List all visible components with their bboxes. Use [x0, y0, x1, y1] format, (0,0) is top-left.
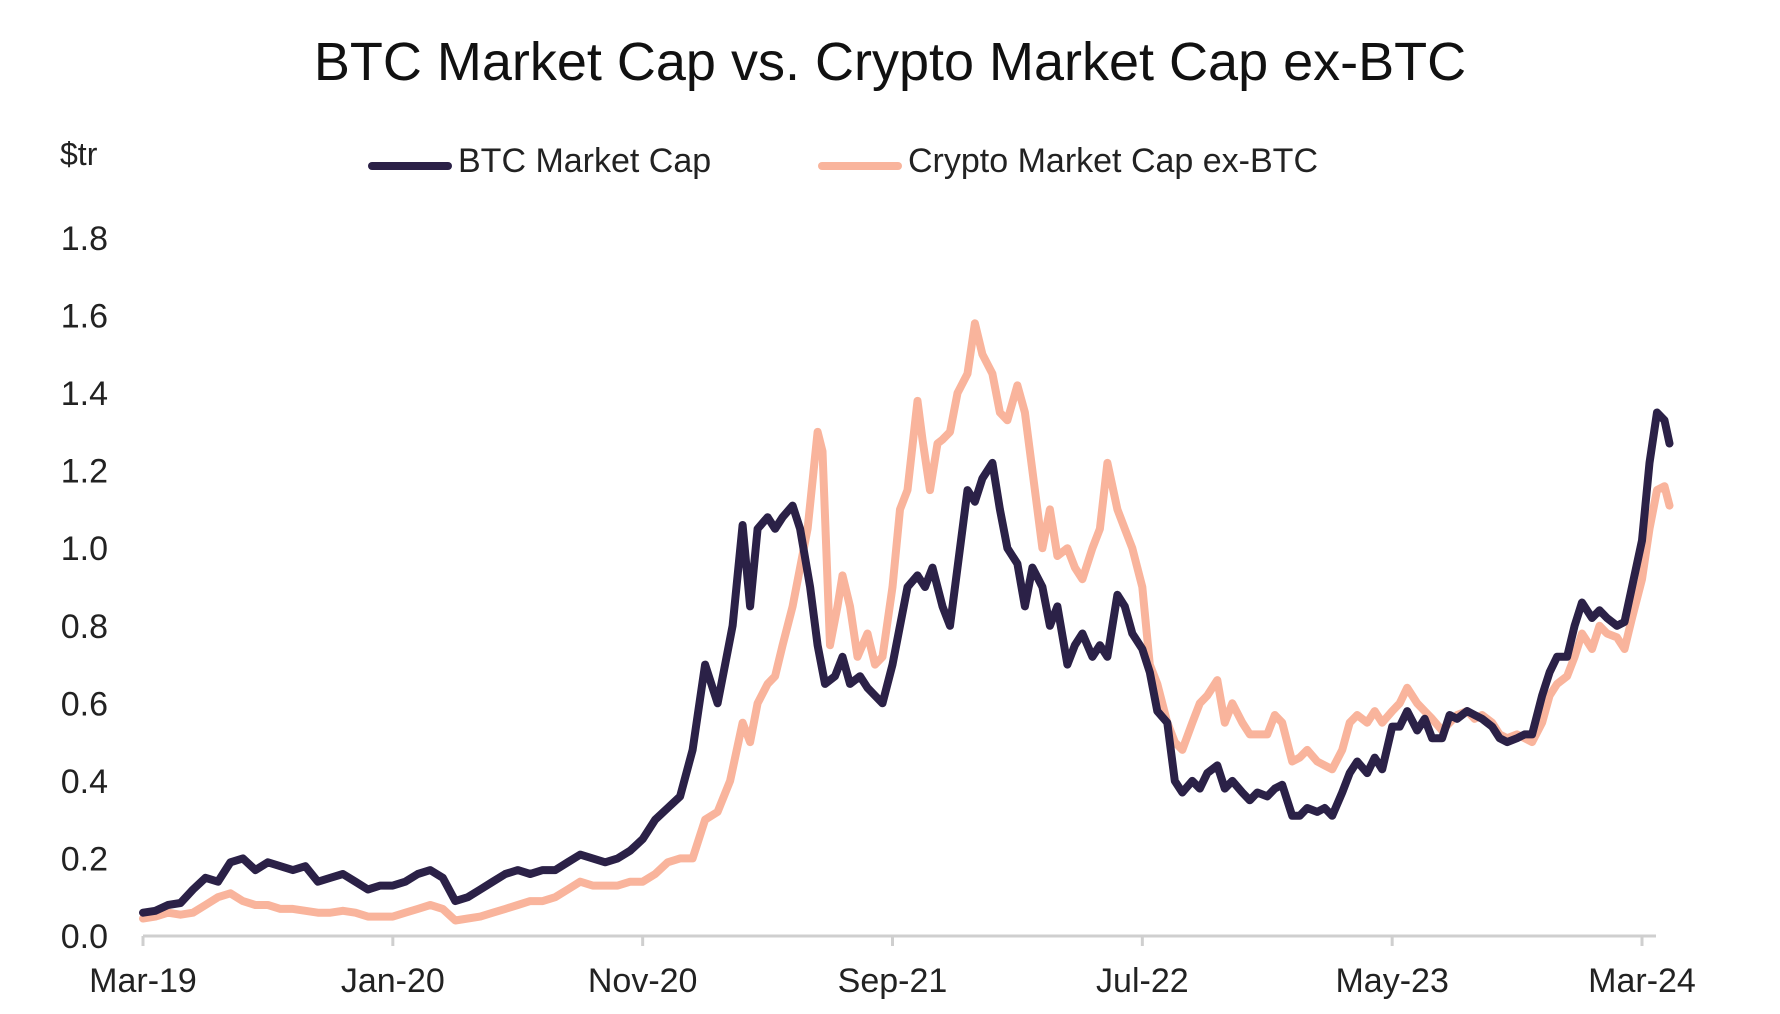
series-line-btc-market-cap: [139, 408, 1674, 917]
chart-title: BTC Market Cap vs. Crypto Market Cap ex-…: [314, 32, 1466, 92]
x-tick-label: Mar-24: [1588, 962, 1696, 1000]
y-tick-label: 0.0: [61, 918, 108, 956]
series-layer: [139, 319, 1674, 925]
x-tick-label: May-23: [1335, 962, 1448, 1000]
legend: BTC Market Cap Crypto Market Cap ex-BTC: [368, 142, 1318, 180]
y-tick-label: 0.6: [61, 685, 108, 723]
legend-label-crypto-ex-btc: Crypto Market Cap ex-BTC: [908, 142, 1318, 180]
y-axis-unit-label: $tr: [60, 136, 98, 172]
y-tick-label: 1.4: [61, 375, 108, 413]
y-tick-label: 1.2: [61, 453, 108, 491]
y-tick-label: 1.8: [61, 220, 108, 258]
x-tick-label: Mar-19: [89, 962, 197, 1000]
x-tick-label: Jan-20: [341, 962, 445, 1000]
legend-label-btc: BTC Market Cap: [458, 142, 711, 180]
y-axis: 0.0 0.2 0.4 0.6 0.8 1.0 1.2 1.4 1.6 1.8: [61, 220, 108, 956]
y-tick-label: 0.2: [61, 840, 108, 878]
x-axis: Mar-19 Jan-20 Nov-20 Sep-21 Jul-22 May-23 Mar-…: [89, 934, 1696, 1000]
series-line-crypto-market-cap-ex-btc: [139, 319, 1674, 925]
x-tick-label: Jul-22: [1096, 962, 1189, 1000]
x-tick-label: Sep-21: [838, 962, 948, 1000]
y-tick-label: 0.4: [61, 763, 108, 801]
y-tick-label: 1.0: [61, 530, 108, 568]
y-tick-label: 0.8: [61, 608, 108, 646]
y-tick-label: 1.6: [61, 298, 108, 336]
x-tick-label: Nov-20: [588, 962, 698, 1000]
